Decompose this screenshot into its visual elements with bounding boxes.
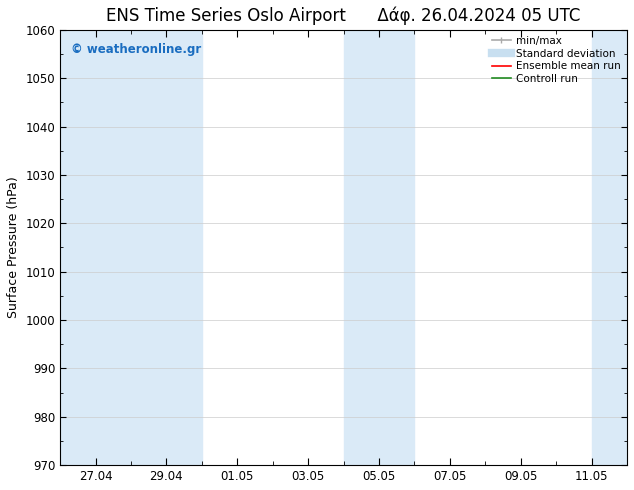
Bar	[344, 30, 415, 465]
Bar	[592, 30, 627, 465]
Legend: min/max, Standard deviation, Ensemble mean run, Controll run: min/max, Standard deviation, Ensemble me…	[488, 32, 625, 88]
Y-axis label: Surface Pressure (hPa): Surface Pressure (hPa)	[7, 176, 20, 318]
Text: © weatheronline.gr: © weatheronline.gr	[72, 43, 202, 56]
Title: ENS Time Series Oslo Airport      Δάφ. 26.04.2024 05 UTC: ENS Time Series Oslo Airport Δάφ. 26.04.…	[107, 7, 581, 25]
Bar	[60, 30, 131, 465]
Bar	[131, 30, 202, 465]
